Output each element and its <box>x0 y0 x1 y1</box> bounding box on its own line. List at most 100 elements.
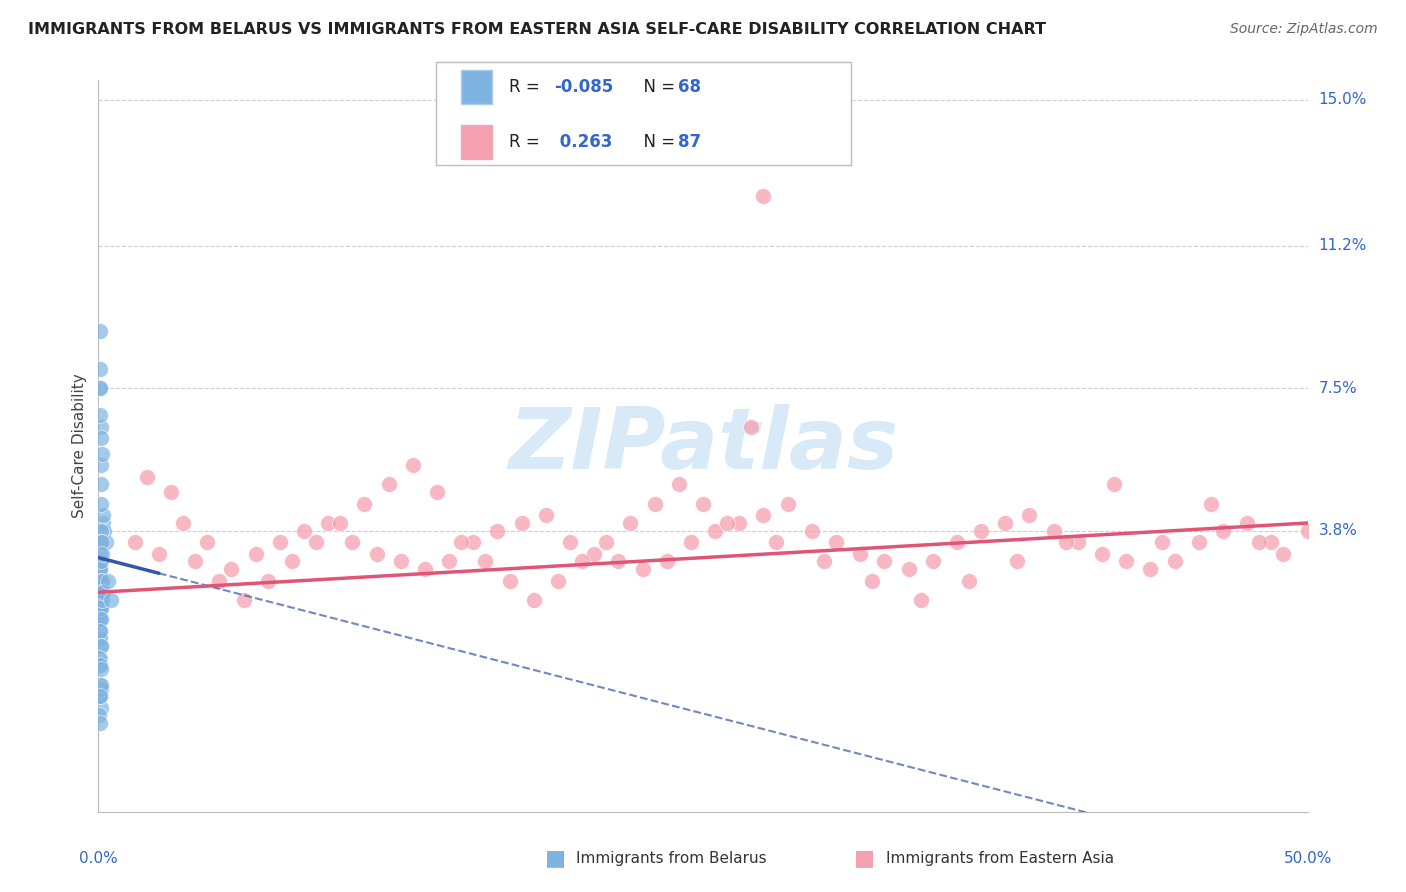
Point <box>1260 535 1282 549</box>
Point <box>316 516 339 530</box>
Point <box>1007 554 1029 568</box>
Point <box>957 574 980 588</box>
Point <box>90 639 112 653</box>
Point <box>89 624 111 638</box>
Point <box>342 535 364 549</box>
Point <box>692 497 714 511</box>
Point <box>292 524 315 538</box>
Point <box>221 562 243 576</box>
Point <box>474 554 496 568</box>
Point <box>679 535 702 549</box>
Point <box>89 612 111 626</box>
Point <box>1296 524 1319 538</box>
Point <box>90 600 112 615</box>
Point <box>89 554 111 568</box>
Point <box>897 562 920 576</box>
Point <box>595 535 617 549</box>
Point <box>1163 554 1185 568</box>
Point <box>90 612 112 626</box>
Point <box>704 524 727 538</box>
Point <box>523 593 546 607</box>
Point <box>450 535 472 549</box>
Point <box>994 516 1017 530</box>
Point <box>90 600 112 615</box>
Point <box>90 574 112 588</box>
Text: Immigrants from Belarus: Immigrants from Belarus <box>576 851 768 865</box>
Point <box>463 535 485 549</box>
Point <box>89 650 111 665</box>
Text: ZIPatlas: ZIPatlas <box>508 404 898 488</box>
Point <box>90 477 112 491</box>
Point <box>752 508 775 523</box>
Text: R =: R = <box>509 133 546 151</box>
Point <box>195 535 218 549</box>
Point <box>740 419 762 434</box>
Point <box>644 497 666 511</box>
Text: 87: 87 <box>678 133 700 151</box>
Point <box>91 547 114 561</box>
Point <box>100 593 122 607</box>
Point <box>94 535 117 549</box>
Point <box>1102 477 1125 491</box>
Point <box>813 554 835 568</box>
Text: -0.085: -0.085 <box>554 78 613 96</box>
Text: 50.0%: 50.0% <box>1284 851 1331 865</box>
Point <box>91 447 114 461</box>
Point <box>91 508 114 523</box>
Point <box>89 381 111 395</box>
Point <box>90 431 112 445</box>
Point <box>124 535 146 549</box>
Point <box>90 554 112 568</box>
Point <box>728 516 751 530</box>
Point <box>89 716 111 731</box>
Point <box>860 574 883 588</box>
Point <box>921 554 943 568</box>
Text: IMMIGRANTS FROM BELARUS VS IMMIGRANTS FROM EASTERN ASIA SELF-CARE DISABILITY COR: IMMIGRANTS FROM BELARUS VS IMMIGRANTS FR… <box>28 22 1046 37</box>
Point <box>89 600 111 615</box>
Point <box>89 690 111 704</box>
Point <box>1139 562 1161 576</box>
Text: ■: ■ <box>855 848 875 868</box>
Point <box>89 562 111 576</box>
Point <box>89 593 111 607</box>
Point <box>607 554 630 568</box>
Point <box>547 574 569 588</box>
Point <box>1236 516 1258 530</box>
Point <box>377 477 399 491</box>
Point <box>89 574 111 588</box>
Point <box>1115 554 1137 568</box>
Point <box>89 535 111 549</box>
Point <box>89 708 111 723</box>
Point <box>90 593 112 607</box>
Point <box>571 554 593 568</box>
Point <box>91 585 114 599</box>
Point <box>89 678 111 692</box>
Point <box>89 612 111 626</box>
Point <box>184 554 207 568</box>
Point <box>256 574 278 588</box>
Point <box>426 485 449 500</box>
Point <box>135 470 157 484</box>
Point <box>1067 535 1090 549</box>
Point <box>89 624 111 638</box>
Point <box>90 662 112 676</box>
Point <box>90 458 112 473</box>
Text: Immigrants from Eastern Asia: Immigrants from Eastern Asia <box>886 851 1114 865</box>
Point <box>1042 524 1064 538</box>
Point <box>752 188 775 202</box>
Point <box>486 524 509 538</box>
Point <box>160 485 183 500</box>
Point <box>89 362 111 376</box>
Point <box>148 547 170 561</box>
Point <box>437 554 460 568</box>
Point <box>1091 547 1114 561</box>
Point <box>90 700 112 714</box>
Point <box>90 681 112 696</box>
Point <box>91 516 114 530</box>
Point <box>245 547 267 561</box>
Point <box>1054 535 1077 549</box>
Point <box>619 516 641 530</box>
Point <box>93 524 115 538</box>
Point <box>90 419 112 434</box>
Point <box>89 612 111 626</box>
